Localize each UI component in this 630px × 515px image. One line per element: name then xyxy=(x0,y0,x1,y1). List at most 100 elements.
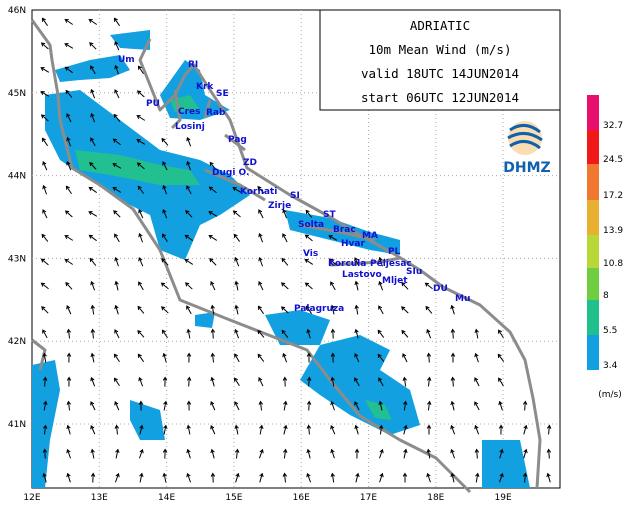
wind-arrow xyxy=(474,328,479,339)
wind-arrow xyxy=(282,352,288,363)
lon-label: 14E xyxy=(158,493,175,503)
wind-arrow xyxy=(402,472,408,483)
wind-arrow xyxy=(546,424,552,435)
wind-arrow xyxy=(88,211,98,217)
wind-arrow xyxy=(450,448,455,459)
wind-arrow xyxy=(43,400,48,411)
wind-arrow xyxy=(112,138,121,146)
wind-arrow xyxy=(184,234,193,241)
wind-arrow xyxy=(258,209,264,219)
wind-arrow xyxy=(354,424,359,435)
colorbar-segment xyxy=(587,235,599,268)
place-label: Losinj xyxy=(175,122,205,132)
wind-arrow xyxy=(113,353,120,363)
wind-arrow xyxy=(42,329,48,339)
wind-arrow xyxy=(330,352,336,363)
wind-arrow xyxy=(90,137,96,147)
wind-arrow xyxy=(66,472,71,483)
wind-arrow xyxy=(257,353,265,362)
wind-arrow xyxy=(136,162,145,170)
wind-arrow xyxy=(306,328,311,339)
wind-arrow xyxy=(160,306,169,314)
wind-arrow xyxy=(65,281,73,290)
place-label: PL xyxy=(388,247,401,257)
wind-arrow xyxy=(64,235,74,241)
wind-arrow xyxy=(403,448,408,459)
place-label: ZD xyxy=(243,158,257,168)
wind-arrow xyxy=(234,424,239,435)
wind-arrow xyxy=(40,42,49,50)
wind-arrow xyxy=(138,256,144,267)
lon-label: 16E xyxy=(293,493,310,503)
lon-label: 17E xyxy=(360,493,377,503)
wind-arrow xyxy=(186,328,191,339)
wind-arrow xyxy=(354,304,359,315)
wind-arrow xyxy=(330,472,335,483)
wind-arrow xyxy=(498,472,504,483)
wind-arrow xyxy=(138,232,143,243)
place-label: PU xyxy=(146,99,160,109)
wind-arrow xyxy=(163,400,168,411)
wind-arrow xyxy=(234,256,240,267)
wind-arrow xyxy=(450,376,456,387)
wind-arrow xyxy=(89,257,97,266)
wind-arrow xyxy=(186,424,191,435)
wind-arrow xyxy=(162,376,168,387)
wind-arrow xyxy=(306,400,312,411)
wind-arrow xyxy=(354,448,360,459)
wind-arrow xyxy=(114,304,119,315)
wind-arrow xyxy=(258,448,264,459)
wind-arrow xyxy=(210,472,216,483)
wind-arrow xyxy=(64,258,74,265)
wind-arrow xyxy=(163,424,168,435)
wind-arrow xyxy=(186,448,191,459)
wind-arrow xyxy=(402,353,408,363)
wind-arrow xyxy=(498,400,503,411)
wind-arrow xyxy=(138,281,144,291)
wind-arrow xyxy=(40,258,49,266)
place-label: Peljesac xyxy=(370,259,412,269)
wind-arrow xyxy=(114,424,120,435)
wind-arrow xyxy=(426,472,431,483)
place-label: Zirje xyxy=(268,201,291,211)
wind-arrow xyxy=(258,377,264,387)
wind-arrow xyxy=(136,139,146,145)
place-label: Mu xyxy=(455,294,470,304)
wind-arrow xyxy=(66,160,72,171)
wind-arrow xyxy=(377,329,385,338)
wind-arrow xyxy=(162,161,168,171)
wind-arrow xyxy=(137,185,145,194)
place-label: Kornati xyxy=(240,187,277,197)
wind-arrow xyxy=(355,472,360,483)
place-label: Brac xyxy=(333,225,356,235)
wind-arrow xyxy=(90,328,96,339)
wind-arrow xyxy=(450,304,455,315)
wind-arrow xyxy=(354,328,359,339)
wind-arrow xyxy=(475,472,480,483)
wind-arrow xyxy=(66,448,71,459)
place-label: Vis xyxy=(303,249,318,259)
wind-arrow xyxy=(210,425,216,435)
place-label: Palagruza xyxy=(294,304,344,314)
wind-arrow xyxy=(235,472,240,483)
wind-arrow xyxy=(450,328,456,339)
wind-arrow xyxy=(401,282,409,290)
wind-arrow xyxy=(234,377,240,387)
wind-arrow xyxy=(139,448,144,459)
wind-arrow xyxy=(354,280,359,291)
wind-arrow xyxy=(66,328,71,339)
wind-arrow xyxy=(162,448,168,459)
wind-arrow xyxy=(114,256,119,267)
place-label: SI xyxy=(290,191,300,201)
wind-arrow xyxy=(161,137,169,146)
colorbar-segment xyxy=(587,95,599,130)
wind-arrow xyxy=(498,377,504,387)
wind-arrow xyxy=(378,305,384,315)
wind-arrow xyxy=(234,304,239,315)
wind-arrow xyxy=(114,89,120,99)
wind-arrow xyxy=(88,186,97,193)
wind-arrow xyxy=(40,282,49,290)
wind-arrow xyxy=(402,376,407,387)
wind-arrow xyxy=(89,42,97,50)
